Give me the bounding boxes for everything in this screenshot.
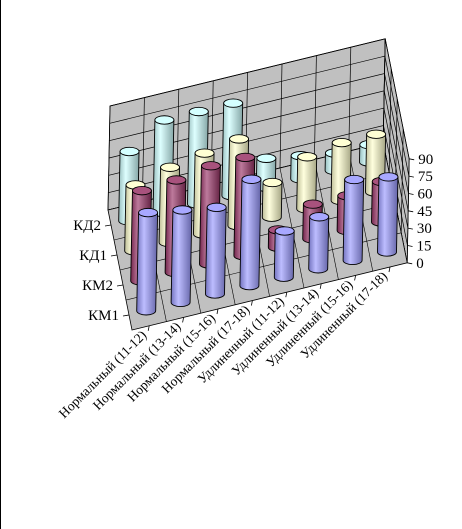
series-label: КМ1	[88, 308, 119, 324]
series-label: КМ2	[82, 278, 113, 294]
y-tick-mark	[408, 175, 414, 178]
gridline-vertical	[279, 63, 283, 169]
cylinder-body	[308, 216, 330, 274]
y-tick-label: 45	[417, 204, 432, 220]
series-label: КД2	[73, 218, 101, 234]
cylinder-body	[136, 212, 159, 316]
x-tick-mark	[319, 283, 322, 289]
gridline-vertical	[314, 55, 317, 160]
series-tick-mark	[104, 224, 112, 227]
y-tick-mark	[408, 210, 414, 213]
y-tick-mark	[407, 245, 413, 247]
cylinder-top	[131, 186, 152, 196]
x-tick-mark	[216, 308, 219, 315]
cylinder-top	[366, 129, 387, 139]
cylinder-body	[261, 182, 283, 222]
y-tick-label: 15	[417, 238, 432, 254]
cylinder-top	[297, 152, 318, 162]
cylinder-top	[119, 146, 140, 157]
cylinder-КМ1-5	[308, 212, 330, 274]
y-tick-label: 90	[418, 152, 433, 168]
series-tick-mark	[122, 314, 130, 317]
cylinder-body	[377, 176, 399, 257]
gridline-depth	[382, 38, 386, 143]
y-tick-mark	[407, 227, 413, 230]
cylinder-top	[154, 115, 175, 125]
cylinder-top	[172, 205, 193, 215]
y-tick-label: 60	[418, 186, 433, 202]
cylinder-КМ1-0	[136, 207, 159, 316]
x-tick-mark	[147, 325, 150, 331]
cylinder-top	[378, 172, 399, 182]
gridline-depth	[388, 68, 392, 173]
x-tick-mark	[285, 292, 288, 298]
series-label: КД1	[79, 248, 107, 264]
cylinder-top	[344, 174, 365, 185]
cylinder-top	[309, 212, 330, 222]
cylinder-top	[274, 226, 295, 236]
x-tick-mark	[388, 266, 391, 273]
series-tick-mark	[116, 284, 124, 287]
gridline-vertical	[348, 47, 352, 152]
cylinder-КМ1-4	[273, 226, 295, 282]
cylinder-КМ1-2	[205, 202, 227, 299]
cylinder-top	[262, 177, 283, 188]
cylinder-top	[241, 174, 262, 184]
cylinder-top	[302, 199, 323, 209]
y-tick-mark	[408, 193, 414, 195]
cylinder-top	[223, 98, 244, 108]
cylinder-КМ1-6	[342, 174, 365, 266]
cylinder-body	[205, 206, 227, 299]
cylinder-body	[342, 179, 365, 266]
cylinder-top	[166, 175, 187, 185]
cylinder-top	[235, 152, 256, 163]
y-tick-label: 75	[418, 169, 433, 185]
cylinder-КД1-4	[261, 177, 283, 222]
cylinder-top	[331, 137, 352, 148]
cylinder-top	[256, 153, 277, 163]
gridline-vertical	[107, 105, 111, 211]
cylinder-body	[239, 178, 262, 291]
cylinder-top	[200, 161, 221, 171]
x-tick-mark	[354, 275, 356, 281]
cylinder-top	[160, 162, 180, 172]
gridline-depth	[400, 128, 404, 233]
cylinder-top	[188, 106, 209, 117]
cylinder-top	[229, 134, 250, 144]
cylinder-body	[170, 209, 193, 308]
cylinder-top	[206, 202, 227, 212]
cylinder-top	[194, 148, 215, 158]
cylinder-КМ1-3	[239, 174, 262, 291]
y-tick-mark	[409, 158, 415, 161]
cylinder-КМ1-1	[170, 205, 193, 308]
x-tick-mark	[182, 317, 184, 323]
cylinders	[118, 98, 399, 316]
cylinder-top	[138, 207, 159, 218]
cylinder-body	[273, 230, 295, 282]
y-tick-label: 30	[417, 221, 432, 237]
y-tick-mark	[407, 262, 413, 265]
x-tick-mark	[251, 300, 253, 306]
cylinder-КМ1-7	[377, 172, 399, 257]
series-tick-mark	[110, 254, 118, 257]
y-tick-label: 0	[416, 256, 424, 272]
